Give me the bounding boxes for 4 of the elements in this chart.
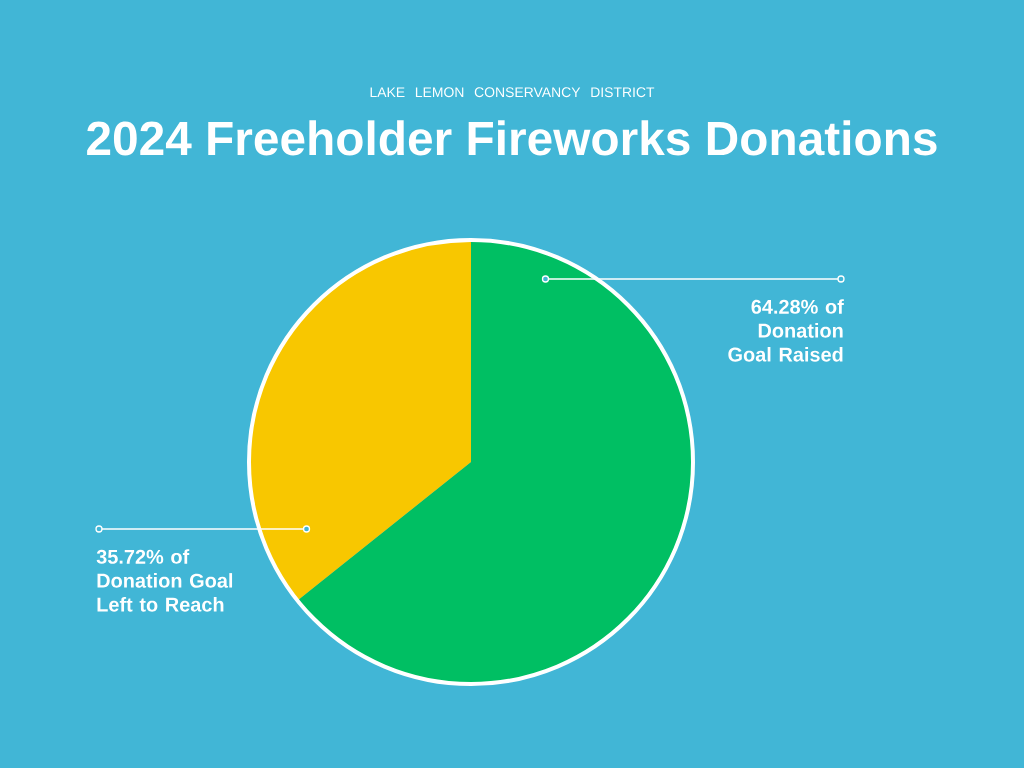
chart-title: 2024 Freeholder Fireworks Donations (87, 120, 937, 156)
slice-label: 64.28% of Donation Goal Raised (728, 299, 844, 362)
slice-label: 35.72% of Donation Goal Left to Reach (96, 549, 233, 612)
chart-subtitle: LAKE LEMON CONSERVANCY DISTRICT (370, 87, 655, 98)
